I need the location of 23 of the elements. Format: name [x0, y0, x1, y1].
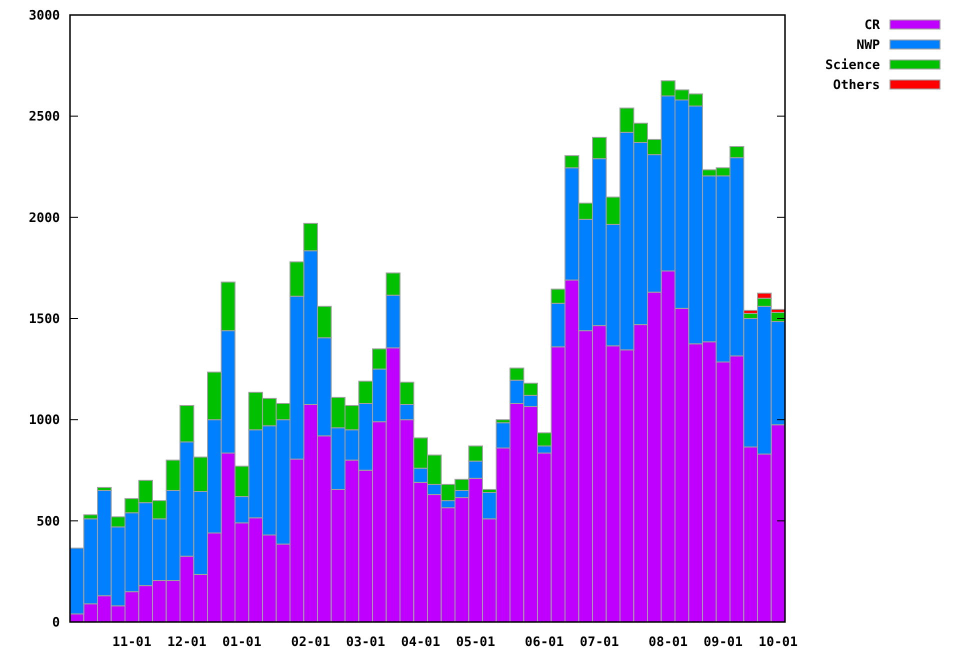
x-tick-label: 10-01 — [758, 635, 798, 650]
y-tick-label: 3000 — [28, 8, 60, 24]
legend-label: NWP — [856, 38, 880, 53]
x-tick-label: 04-01 — [401, 635, 440, 650]
x-tick-label: 06-01 — [524, 635, 564, 650]
legend-label: CR — [864, 18, 880, 33]
x-tick-label: 08-01 — [648, 635, 688, 650]
x-tick-label: 02-01 — [291, 635, 330, 650]
y-tick-label: 2500 — [28, 110, 60, 125]
x-tick-label: 07-01 — [580, 635, 620, 650]
y-tick-label: 1500 — [28, 312, 60, 328]
legend-label: Science — [825, 58, 880, 73]
y-tick-label: 2000 — [28, 210, 60, 226]
x-tick-label: 03-01 — [346, 635, 386, 650]
x-tick-label: 01-01 — [222, 635, 262, 650]
x-tick-label: 09-01 — [704, 635, 743, 650]
y-tick-label: 1000 — [28, 413, 60, 428]
x-tick-label: 11-01 — [112, 635, 152, 650]
x-tick-label: 05-01 — [456, 635, 496, 650]
legend-label: Others — [833, 78, 880, 93]
y-tick-label: 500 — [36, 514, 60, 530]
x-tick-label: 12-01 — [167, 635, 207, 650]
y-tick-label: 0 — [52, 616, 60, 631]
